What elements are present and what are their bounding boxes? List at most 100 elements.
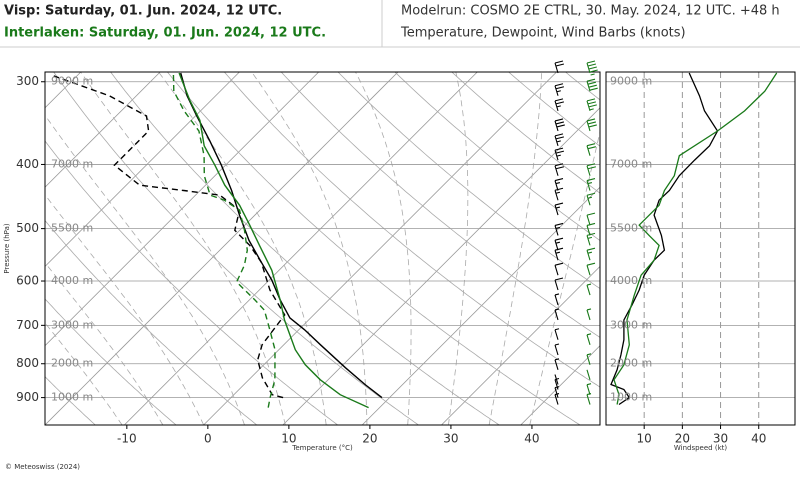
wind-barb: [554, 358, 560, 370]
moist-adiabat: [529, 130, 600, 425]
y-axis-label: Pressure (hPa): [3, 223, 11, 273]
dry-adiabat: [53, 72, 419, 425]
x-tick-label: 40: [751, 432, 766, 446]
wind-barb: [586, 192, 596, 206]
wind-barb: [554, 262, 564, 276]
isotherm: [124, 72, 478, 425]
dry-adiabat: [45, 376, 96, 425]
wind-barb: [586, 262, 596, 276]
wind-barb: [554, 147, 565, 161]
height-label: 7000 m: [51, 157, 93, 170]
wind-barb: [554, 60, 565, 74]
wind-barb: [554, 98, 565, 112]
wind-barb: [554, 247, 564, 261]
x-tick-label: 0: [204, 432, 212, 446]
dry-adiabat: [110, 72, 500, 425]
height-label: 9000 m: [51, 75, 93, 88]
model-run: Modelrun: COSMO 2E CTRL, 30. May. 2024, …: [401, 4, 780, 19]
isotherm: [45, 72, 240, 267]
x-axis-label: Temperature (°C): [291, 444, 353, 452]
moist-adiabat: [45, 322, 123, 425]
dry-adiabat: [451, 72, 600, 194]
wind-barb: [586, 283, 592, 296]
x-tick-label: 10: [281, 432, 296, 446]
dry-adiabat: [507, 72, 600, 147]
height-label: 2000 m: [610, 357, 652, 370]
isotherm: [599, 424, 600, 425]
dry-adiabat: [45, 140, 338, 425]
dry-adiabat: [564, 72, 600, 101]
isotherm: [45, 72, 161, 188]
wind-barb: [586, 333, 592, 345]
wind-barb: [554, 393, 560, 405]
wind-barb: [554, 83, 565, 96]
wind-barb: [554, 293, 560, 306]
wind-background: [606, 72, 795, 425]
wind-barb: [554, 118, 565, 132]
moist-adiabat: [158, 72, 327, 425]
height-label: 5500 m: [610, 222, 652, 235]
isotherm: [45, 72, 399, 425]
profile-line: [178, 72, 369, 409]
y-tick-label: 500: [16, 221, 39, 235]
height-label: 4000 m: [610, 274, 652, 287]
title-visp: Visp: Saturday, 01. Jun. 2024, 12 UTC.: [4, 4, 282, 19]
height-label: 1000 m: [610, 391, 652, 404]
wind-barb: [554, 377, 560, 390]
dry-adiabat: [45, 219, 258, 425]
isotherm: [361, 186, 600, 425]
subtitle: Temperature, Dewpoint, Wind Barbs (knots…: [400, 26, 686, 41]
moist-adiabat: [45, 262, 164, 425]
wind-barb: [554, 187, 564, 201]
wind-barb: [554, 277, 564, 291]
wind-barb: [554, 178, 564, 191]
wind-barb: [586, 247, 596, 261]
moist-adiabat: [45, 194, 204, 425]
x-tick-label: 10: [637, 432, 652, 446]
isotherm: [45, 72, 319, 347]
x-tick-label: 40: [524, 432, 539, 446]
moist-adiabat: [448, 72, 469, 425]
x-tick-label: 30: [443, 432, 458, 446]
dry-adiabat: [280, 72, 600, 338]
wind-barb: [586, 353, 592, 365]
skewt-frame: [44, 71, 601, 426]
wind-barb: [586, 98, 597, 112]
wind-barb: [554, 343, 560, 356]
wind-barb: [554, 328, 560, 340]
x-tick-label: 30: [713, 432, 728, 446]
y-tick-label: 800: [16, 356, 39, 370]
dry-adiabat: [337, 72, 600, 290]
wind-barb: [586, 212, 596, 226]
dry-adiabat: [786, 67, 800, 425]
wind-barb: [586, 143, 597, 156]
wind-barb: [586, 118, 597, 132]
height-label: 7000 m: [610, 157, 652, 170]
y-tick-label: 700: [16, 318, 39, 332]
x-axis-label: Windspeed (kt): [674, 444, 727, 452]
dry-adiabat: [673, 67, 800, 425]
wind-barb: [554, 163, 565, 176]
windspeed-line: [610, 72, 719, 406]
moist-adiabat: [488, 72, 543, 425]
wind-barb: [586, 60, 598, 76]
wind-barb: [554, 386, 560, 398]
height-label: 3000 m: [51, 318, 93, 331]
isotherm: [520, 345, 600, 425]
profile-line: [172, 72, 276, 408]
profile-line: [53, 75, 286, 399]
wind-barb: [586, 222, 596, 236]
isotherm: [441, 265, 600, 425]
y-tick-label: 300: [16, 74, 39, 88]
wind-barb: [586, 308, 592, 321]
dry-adiabat: [729, 67, 800, 425]
skewt-background: [0, 67, 800, 425]
isotherm: [0, 72, 2, 425]
dry-adiabat: [166, 72, 581, 425]
height-label: 5500 m: [51, 222, 93, 235]
wind-barb: [586, 369, 591, 380]
wind-barb: [554, 202, 564, 216]
x-tick-label: -10: [117, 432, 137, 446]
